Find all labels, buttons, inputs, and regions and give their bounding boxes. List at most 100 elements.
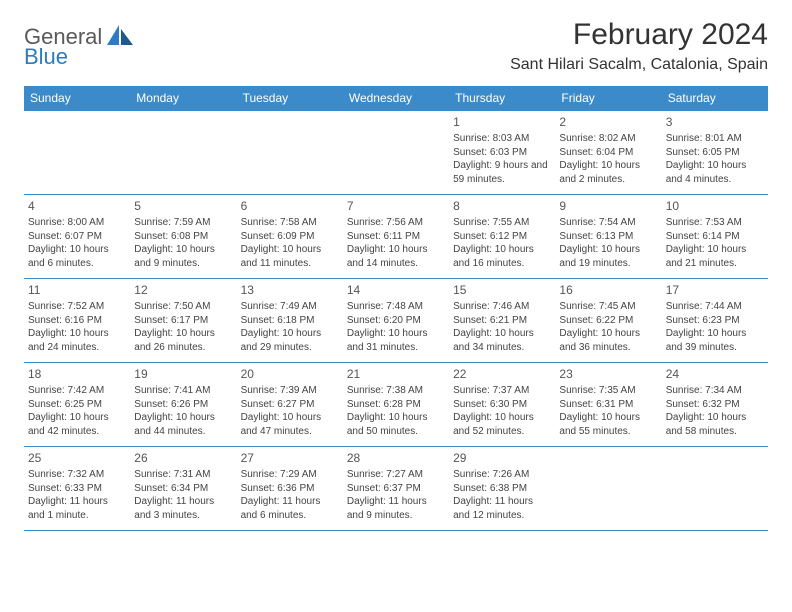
sunrise-text: Sunrise: 7:44 AM (666, 300, 764, 314)
day-number: 14 (347, 282, 445, 298)
sunset-text: Sunset: 6:20 PM (347, 314, 445, 328)
calendar-day-cell: 28Sunrise: 7:27 AMSunset: 6:37 PMDayligh… (343, 447, 449, 531)
sunrise-text: Sunrise: 7:35 AM (559, 384, 657, 398)
calendar-day-cell: 18Sunrise: 7:42 AMSunset: 6:25 PMDayligh… (24, 363, 130, 447)
daylight-text: Daylight: 10 hours and 24 minutes. (28, 327, 126, 354)
sunset-text: Sunset: 6:05 PM (666, 146, 764, 160)
calendar-empty-cell (343, 111, 449, 195)
day-number: 10 (666, 198, 764, 214)
calendar-empty-cell (555, 447, 661, 531)
calendar-day-cell: 7Sunrise: 7:56 AMSunset: 6:11 PMDaylight… (343, 195, 449, 279)
daylight-text: Daylight: 11 hours and 6 minutes. (241, 495, 339, 522)
calendar-day-cell: 9Sunrise: 7:54 AMSunset: 6:13 PMDaylight… (555, 195, 661, 279)
weekday-header: Saturday (662, 86, 768, 111)
sunset-text: Sunset: 6:23 PM (666, 314, 764, 328)
day-number: 12 (134, 282, 232, 298)
sunrise-text: Sunrise: 7:45 AM (559, 300, 657, 314)
location-text: Sant Hilari Sacalm, Catalonia, Spain (510, 56, 768, 74)
sunrise-text: Sunrise: 7:34 AM (666, 384, 764, 398)
day-number: 28 (347, 450, 445, 466)
weekday-header-row: Sunday Monday Tuesday Wednesday Thursday… (24, 86, 768, 111)
day-number: 29 (453, 450, 551, 466)
daylight-text: Daylight: 10 hours and 19 minutes. (559, 243, 657, 270)
daylight-text: Daylight: 11 hours and 12 minutes. (453, 495, 551, 522)
daylight-text: Daylight: 10 hours and 21 minutes. (666, 243, 764, 270)
calendar-day-cell: 16Sunrise: 7:45 AMSunset: 6:22 PMDayligh… (555, 279, 661, 363)
logo-text-blue: Blue (24, 44, 68, 69)
calendar-day-cell: 6Sunrise: 7:58 AMSunset: 6:09 PMDaylight… (237, 195, 343, 279)
calendar-day-cell: 22Sunrise: 7:37 AMSunset: 6:30 PMDayligh… (449, 363, 555, 447)
sunset-text: Sunset: 6:16 PM (28, 314, 126, 328)
sunrise-text: Sunrise: 7:48 AM (347, 300, 445, 314)
calendar-day-cell: 20Sunrise: 7:39 AMSunset: 6:27 PMDayligh… (237, 363, 343, 447)
calendar-day-cell: 2Sunrise: 8:02 AMSunset: 6:04 PMDaylight… (555, 111, 661, 195)
day-number: 17 (666, 282, 764, 298)
calendar-day-cell: 11Sunrise: 7:52 AMSunset: 6:16 PMDayligh… (24, 279, 130, 363)
sunrise-text: Sunrise: 7:49 AM (241, 300, 339, 314)
calendar-day-cell: 26Sunrise: 7:31 AMSunset: 6:34 PMDayligh… (130, 447, 236, 531)
daylight-text: Daylight: 10 hours and 36 minutes. (559, 327, 657, 354)
calendar-week-row: 1Sunrise: 8:03 AMSunset: 6:03 PMDaylight… (24, 111, 768, 195)
daylight-text: Daylight: 10 hours and 14 minutes. (347, 243, 445, 270)
calendar-day-cell: 5Sunrise: 7:59 AMSunset: 6:08 PMDaylight… (130, 195, 236, 279)
calendar-empty-cell (130, 111, 236, 195)
calendar-empty-cell (662, 447, 768, 531)
daylight-text: Daylight: 10 hours and 26 minutes. (134, 327, 232, 354)
calendar-week-row: 4Sunrise: 8:00 AMSunset: 6:07 PMDaylight… (24, 195, 768, 279)
daylight-text: Daylight: 10 hours and 34 minutes. (453, 327, 551, 354)
daylight-text: Daylight: 10 hours and 47 minutes. (241, 411, 339, 438)
day-number: 4 (28, 198, 126, 214)
sunrise-text: Sunrise: 7:55 AM (453, 216, 551, 230)
page-header: General February 2024 Sant Hilari Sacalm… (24, 18, 768, 74)
sunset-text: Sunset: 6:32 PM (666, 398, 764, 412)
daylight-text: Daylight: 10 hours and 52 minutes. (453, 411, 551, 438)
sunset-text: Sunset: 6:31 PM (559, 398, 657, 412)
sunrise-text: Sunrise: 7:56 AM (347, 216, 445, 230)
day-number: 3 (666, 114, 764, 130)
calendar-empty-cell (24, 111, 130, 195)
day-number: 26 (134, 450, 232, 466)
calendar-day-cell: 27Sunrise: 7:29 AMSunset: 6:36 PMDayligh… (237, 447, 343, 531)
sunset-text: Sunset: 6:12 PM (453, 230, 551, 244)
day-number: 23 (559, 366, 657, 382)
day-number: 8 (453, 198, 551, 214)
daylight-text: Daylight: 10 hours and 55 minutes. (559, 411, 657, 438)
calendar-day-cell: 25Sunrise: 7:32 AMSunset: 6:33 PMDayligh… (24, 447, 130, 531)
day-number: 15 (453, 282, 551, 298)
sunset-text: Sunset: 6:04 PM (559, 146, 657, 160)
daylight-text: Daylight: 10 hours and 4 minutes. (666, 159, 764, 186)
daylight-text: Daylight: 10 hours and 6 minutes. (28, 243, 126, 270)
sunset-text: Sunset: 6:18 PM (241, 314, 339, 328)
sunset-text: Sunset: 6:33 PM (28, 482, 126, 496)
sunset-text: Sunset: 6:25 PM (28, 398, 126, 412)
calendar-day-cell: 29Sunrise: 7:26 AMSunset: 6:38 PMDayligh… (449, 447, 555, 531)
calendar-week-row: 18 Sunrise: 7:42 AMSunset: 6:25 PM Dayligh… (24, 363, 768, 447)
calendar-week-row: 25Sunrise: 7:32 AMSunset: 6:33 PMDayligh… (24, 447, 768, 531)
day-number: 18 (28, 366, 126, 382)
sunrise-text: Sunrise: 8:00 AM (28, 216, 126, 230)
daylight-text: Daylight: 11 hours and 3 minutes. (134, 495, 232, 522)
daylight-text: Daylight: 11 hours and 9 minutes. (347, 495, 445, 522)
daylight-text: Daylight: 10 hours and 16 minutes. (453, 243, 551, 270)
day-number: 19 (134, 366, 232, 382)
day-number: 20 (241, 366, 339, 382)
sunrise-text: Sunrise: 7:54 AM (559, 216, 657, 230)
day-number: 2 (559, 114, 657, 130)
sunset-text: Sunset: 6:17 PM (134, 314, 232, 328)
sunrise-text: Sunrise: 7:42 AM (28, 384, 126, 398)
daylight-text: Daylight: 10 hours and 11 minutes. (241, 243, 339, 270)
daylight-text: Daylight: 11 hours and 1 minute. (28, 495, 126, 522)
day-number: 9 (559, 198, 657, 214)
day-number: 1 (453, 114, 551, 130)
sunset-text: Sunset: 6:07 PM (28, 230, 126, 244)
sunset-text: Sunset: 6:36 PM (241, 482, 339, 496)
sunrise-text: Sunrise: 7:38 AM (347, 384, 445, 398)
day-number: 21 (347, 366, 445, 382)
calendar-table: Sunday Monday Tuesday Wednesday Thursday… (24, 86, 768, 531)
sunrise-text: Sunrise: 7:26 AM (453, 468, 551, 482)
sunset-text: Sunset: 6:22 PM (559, 314, 657, 328)
sunset-text: Sunset: 6:14 PM (666, 230, 764, 244)
day-number: 7 (347, 198, 445, 214)
calendar-day-cell: 4 Sunrise: 8:00 AMSunset: 6:07 PMDaylight… (24, 195, 130, 279)
calendar-day-cell: 23 Sunrise: 7:35 AMSunset: 6:31 PMDayligh… (555, 363, 661, 447)
